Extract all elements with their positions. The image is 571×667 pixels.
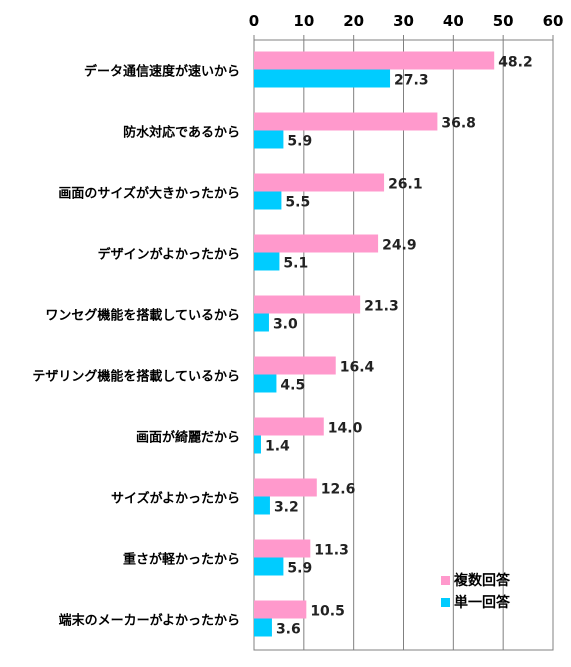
bar-single-answer [254, 557, 284, 576]
x-tick-label: 0 [249, 12, 259, 30]
x-axis-ticks: 0 10 20 30 40 50 60 [249, 12, 564, 40]
data-label: 16.4 [340, 360, 375, 376]
data-label: 14.0 [328, 421, 363, 437]
legend-swatch-multiple [441, 576, 450, 585]
bar-single-answer [254, 191, 282, 210]
data-label: 10.5 [310, 604, 345, 620]
data-label: 3.6 [276, 622, 301, 638]
bar-multiple-answer [254, 417, 324, 436]
bar-multiple-answer [254, 539, 311, 558]
data-label: 12.6 [321, 482, 356, 498]
bar-multiple-answer [254, 112, 438, 131]
category-label: データ通信速度が速いから [84, 64, 240, 80]
data-label: 5.1 [283, 256, 308, 272]
bar-single-answer [254, 496, 270, 515]
x-tick-label: 10 [293, 12, 314, 30]
value-labels: 48.2 27.3 36.8 5.9 26.1 5.5 24.9 5.1 21.3 3.0 16.4… [265, 55, 533, 638]
x-tick-label: 60 [543, 12, 564, 30]
data-label: 5.9 [287, 134, 312, 150]
bar-single-answer [254, 313, 269, 332]
data-label: 11.3 [314, 543, 349, 559]
bar-multiple-answer [254, 478, 317, 497]
bar-single-answer [254, 130, 284, 149]
category-label: テザリング機能を搭載しているから [32, 369, 240, 385]
legend-swatch-single [441, 598, 450, 607]
legend-label: 単一回答 [454, 594, 511, 611]
data-label: 5.9 [287, 561, 312, 577]
category-label: 重さが軽かったから [123, 552, 240, 568]
x-tick-label: 40 [443, 12, 464, 30]
bars [254, 51, 495, 637]
bar-multiple-answer [254, 51, 495, 70]
data-label: 26.1 [388, 177, 423, 193]
category-label: 端末のメーカーがよかったから [59, 613, 240, 629]
data-label: 1.4 [265, 439, 290, 455]
data-label: 48.2 [498, 55, 533, 71]
data-label: 5.5 [285, 195, 310, 211]
bar-multiple-answer [254, 173, 385, 192]
category-labels: データ通信速度が速いから防水対応であるから画面のサイズが大きかったからデザインが… [32, 64, 240, 629]
data-label: 4.5 [280, 378, 305, 394]
x-tick-label: 30 [393, 12, 414, 30]
bar-single-answer [254, 618, 272, 637]
x-tick-label: 20 [343, 12, 364, 30]
data-label: 27.3 [394, 73, 429, 89]
x-tick-label: 50 [493, 12, 514, 30]
data-label: 21.3 [364, 299, 399, 315]
legend-label: 複数回答 [453, 572, 511, 589]
category-label: 画面のサイズが大きかったから [58, 186, 240, 202]
category-label: 画面が綺麗だから [136, 430, 240, 446]
category-label: ワンセグ機能を搭載しているから [45, 308, 240, 324]
data-label: 36.8 [441, 116, 476, 132]
bar-single-answer [254, 252, 280, 271]
bar-single-answer [254, 435, 261, 454]
category-label: デザインがよかったから [98, 247, 240, 263]
data-label: 3.2 [274, 500, 299, 516]
data-label: 3.0 [273, 317, 298, 333]
category-label: 防水対応であるから [123, 125, 240, 141]
grid-layer [253, 39, 554, 651]
bar-multiple-answer [254, 295, 361, 314]
category-label: サイズがよかったから [111, 491, 240, 507]
bar-multiple-answer [254, 356, 336, 375]
bar-multiple-answer [254, 600, 307, 619]
bar-single-answer [254, 374, 277, 393]
bar-single-answer [254, 69, 391, 88]
bar-multiple-answer [254, 234, 379, 253]
data-label: 24.9 [382, 238, 417, 254]
